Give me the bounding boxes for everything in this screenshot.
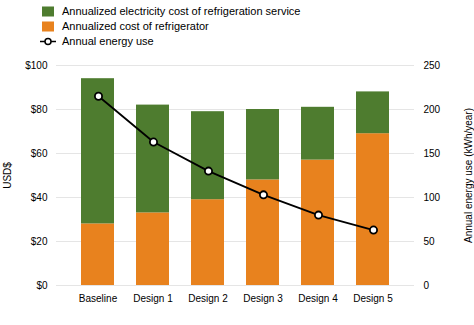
svg-text:USD$: USD$ [2, 162, 13, 189]
svg-text:Baseline: Baseline [79, 293, 118, 304]
svg-text:Design 3: Design 3 [243, 293, 283, 304]
svg-text:100: 100 [424, 192, 441, 203]
svg-text:Annual energy use (kWh/year): Annual energy use (kWh/year) [463, 108, 474, 243]
svg-text:Design 4: Design 4 [298, 293, 338, 304]
svg-text:$100: $100 [25, 60, 48, 71]
svg-text:150: 150 [424, 148, 441, 159]
svg-text:$0: $0 [36, 280, 48, 291]
svg-text:0: 0 [424, 280, 430, 291]
html-text:Annual energy use: Annual energy use [62, 35, 154, 47]
html-text:Annualized cost of refrigerato: Annualized cost of refrigerator [62, 20, 209, 32]
svg-text:200: 200 [424, 104, 441, 115]
html-text:Annualized electricity cost of: Annualized electricity cost of refrigera… [62, 5, 301, 17]
svg-text:$60: $60 [31, 148, 48, 159]
svg-text:Design 2: Design 2 [188, 293, 228, 304]
svg-text:250: 250 [424, 60, 441, 71]
svg-text:50: 50 [424, 236, 436, 247]
svg-text:$20: $20 [31, 236, 48, 247]
svg-text:Design 5: Design 5 [353, 293, 393, 304]
svg-text:$40: $40 [31, 192, 48, 203]
svg-text:$80: $80 [31, 104, 48, 115]
svg-text:Design 1: Design 1 [133, 293, 173, 304]
